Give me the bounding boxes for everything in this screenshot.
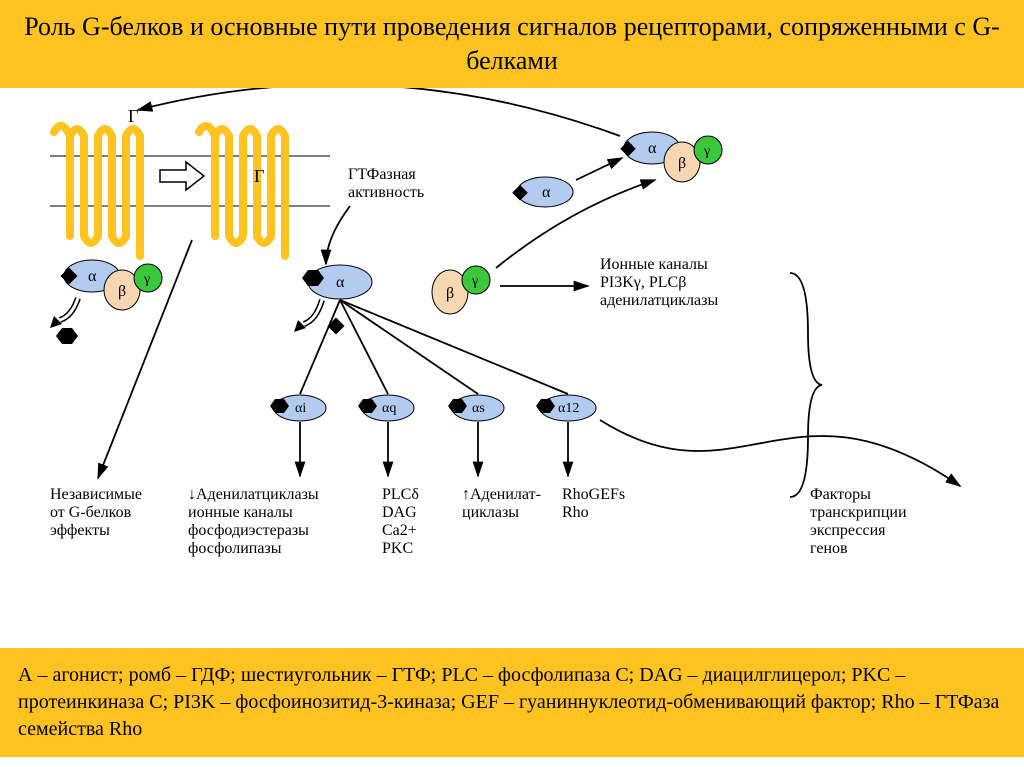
alpha-subunit-mid: α [302, 265, 372, 299]
adenylate-up-label: ↑Аденилат- циклазы [462, 486, 541, 522]
rho-label: RhoGEFs Rho [562, 486, 625, 522]
svg-text:α: α [336, 274, 345, 291]
transcription-label: Факторы транскрипции экспрессия генов [810, 486, 907, 558]
gdp-gtp-exchange-left [50, 298, 78, 344]
svg-text:γ: γ [143, 272, 150, 287]
gtpase-arrow [326, 206, 350, 264]
beta-gamma-mid: β γ [432, 266, 490, 314]
gtpase-label: ГТФазная активность [348, 166, 424, 202]
g-protein-trimer-top: α β γ [620, 132, 722, 182]
diagram-svg: α β γ α β γ α α β γ αi αq αs α12 [0, 88, 1024, 648]
independent-label: Независимые от G-белков эффекты [50, 486, 142, 540]
alpha-q: αq [358, 395, 414, 421]
ion-channels-label: Ионные каналы PI3Kγ, PLCβ аденилатциклаз… [600, 256, 718, 310]
svg-text:α12: α12 [558, 401, 579, 416]
ligand-gamma-2: Г [254, 166, 264, 187]
brace [790, 273, 822, 497]
page-title: Роль G-белков и основные пути проведения… [20, 10, 1004, 78]
alpha-subunit-top: α [512, 177, 573, 207]
svg-text:β: β [446, 285, 454, 302]
alpha-12: α12 [536, 395, 596, 421]
svg-text:β: β [118, 283, 126, 300]
legend-bar: А – агонист; ромб – ГДФ; шестиугольник –… [0, 648, 1024, 757]
alpha-s: αs [448, 395, 504, 421]
legend-text: А – агонист; ромб – ГДФ; шестиугольник –… [18, 664, 999, 740]
svg-text:γ: γ [703, 144, 710, 159]
transition-arrow [160, 162, 204, 190]
svg-text:αq: αq [382, 401, 396, 416]
receptor-1 [54, 126, 140, 256]
svg-text:αi: αi [295, 401, 306, 416]
alpha-i: αi [270, 395, 326, 421]
adenylate-down-label: ↓Аденилатциклазы ионные каналы фосфодиэс… [188, 486, 319, 558]
svg-text:αs: αs [472, 401, 485, 416]
svg-text:α: α [88, 268, 97, 285]
svg-text:α: α [542, 184, 551, 201]
alpha-to-trimer-arrow [576, 158, 622, 180]
ligand-gamma-1: Г [128, 106, 138, 127]
diagram-canvas: α β γ α β γ α α β γ αi αq αs α12 [0, 88, 1024, 648]
plc-label: PLCδ DAG Ca2+ PKC [382, 486, 419, 558]
title-bar: Роль G-белков и основные пути проведения… [0, 0, 1024, 88]
transcription-arrow [600, 420, 960, 486]
svg-text:γ: γ [471, 274, 478, 289]
svg-text:α: α [648, 140, 657, 157]
receptor-2 [199, 126, 285, 256]
svg-text:β: β [678, 155, 686, 172]
